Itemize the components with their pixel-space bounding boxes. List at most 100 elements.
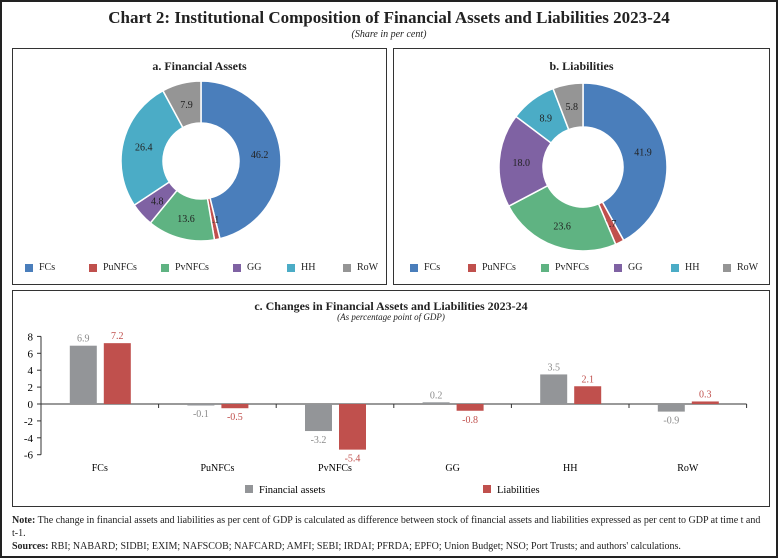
legend-item-row: RoW — [343, 262, 378, 273]
slice-label: 5.8 — [566, 102, 579, 113]
note-text: The change in financial assets and liabi… — [12, 515, 761, 539]
bar-value-label: -5.4 — [345, 454, 361, 465]
bar-value-label: -0.1 — [193, 409, 209, 420]
bar-value-label: 0.2 — [430, 390, 443, 401]
legend-label: GG — [247, 262, 262, 273]
slice-hh — [120, 89, 184, 207]
legend-item-row: RoW — [723, 262, 758, 273]
legend-swatch — [671, 263, 679, 272]
bar-liabilities-hh — [574, 386, 602, 404]
legend-label: PvNFCs — [175, 262, 209, 273]
footnote: Note: The change in financial assets and… — [12, 514, 768, 553]
bar-liabilities-gg — [456, 404, 484, 411]
bar-financial-assets-row — [657, 404, 685, 412]
panel-changes: c. Changes in Financial Assets and Liabi… — [12, 290, 770, 507]
legend-item-pvnfcs: PvNFCs — [541, 262, 589, 273]
slice-pvnfcs — [507, 184, 617, 252]
legend-label-financial-assets: Financial assets — [259, 485, 325, 496]
bar-liabilities-punfcs — [221, 404, 249, 409]
y-tick-label: 6 — [28, 348, 34, 360]
slice-row — [552, 82, 584, 131]
slice-label: 18.0 — [512, 158, 530, 169]
slice-label: 8.9 — [539, 113, 552, 124]
slice-label: 23.6 — [553, 221, 571, 232]
slice-label: 26.4 — [135, 143, 153, 154]
y-tick-label: -4 — [24, 433, 34, 445]
legend-label: FCs — [39, 262, 56, 273]
legend-liabilities: FCs PuNFCs PvNFCs GG HH RoW — [394, 262, 769, 276]
y-tick-label: 2 — [28, 382, 34, 394]
legend-label: PvNFCs — [555, 262, 589, 273]
legend-swatch — [89, 263, 97, 272]
bar-value-label: 6.9 — [77, 334, 90, 345]
x-tick-label: GG — [445, 463, 459, 474]
legend-label-liabilities: Liabilities — [497, 485, 540, 496]
sources-text: RBI; NABARD; SIDBI; EXIM; NAFSCOB; NAFCA… — [50, 541, 681, 552]
x-tick-label: PuNFCs — [200, 463, 234, 474]
x-tick-label: RoW — [677, 463, 699, 474]
legend-swatch — [483, 485, 491, 493]
legend-item-hh: HH — [287, 262, 315, 273]
donut-liabilities: 41.9 1.7 23.6 18.0 8.9 5.8 — [498, 82, 668, 252]
panel-c-subtitle: (As percentage point of GDP) — [337, 312, 445, 322]
legend-swatch — [245, 485, 253, 493]
legend-label: PuNFCs — [482, 262, 516, 273]
legend-item-punfcs: PuNFCs — [468, 262, 516, 273]
bar-financial-assets-punfcs — [187, 404, 215, 406]
y-tick-label: 8 — [28, 331, 34, 343]
slice-label: 13.6 — [177, 214, 195, 225]
chart-subtitle: (Share in per cent) — [351, 29, 427, 40]
slice-label: 41.9 — [634, 147, 652, 158]
donut-financial-assets: 46.2 1.1 13.6 4.8 26.4 7.9 — [120, 80, 282, 242]
y-tick-label: -6 — [24, 450, 34, 462]
legend-swatch — [287, 263, 295, 272]
bar-value-label: -0.9 — [663, 416, 679, 427]
bar-value-label: -0.5 — [227, 412, 243, 423]
bar-financial-assets-pvnfcs — [305, 404, 332, 432]
bar-liabilities-fcs — [103, 343, 131, 404]
legend-item-gg: GG — [614, 262, 642, 273]
panel-c-title: c. Changes in Financial Assets and Liabi… — [254, 299, 528, 313]
y-tick-label: 4 — [28, 365, 34, 377]
bar-financial-assets-gg — [422, 402, 450, 404]
legend-swatch — [541, 263, 549, 272]
legend-label: RoW — [357, 262, 379, 273]
legend-label: HH — [685, 262, 700, 273]
legend-item-pvnfcs: PvNFCs — [161, 262, 209, 273]
legend-swatch — [25, 263, 33, 272]
bar-value-label: 0.3 — [699, 389, 712, 400]
y-tick-label: 0 — [28, 399, 34, 411]
legend-swatch — [161, 263, 169, 272]
panel-b-title: b. Liabilities — [549, 59, 614, 73]
legend-label: RoW — [737, 262, 759, 273]
legend-label: PuNFCs — [103, 262, 137, 273]
bar-value-label: -0.8 — [462, 415, 478, 426]
legend-financial-assets: FCs PuNFCs PvNFCs GG HH RoW — [13, 262, 386, 276]
slice-fcs — [582, 82, 668, 242]
panel-a-title: a. Financial Assets — [152, 59, 247, 73]
legend-swatch — [614, 263, 622, 272]
x-tick-label: HH — [563, 463, 577, 474]
bar-value-label: 3.5 — [547, 362, 560, 373]
y-tick-label: -2 — [24, 416, 33, 428]
slice-label: 7.9 — [180, 100, 193, 111]
slice-label: 4.8 — [151, 197, 164, 208]
slice-label: 46.2 — [251, 150, 269, 161]
legend-item-fcs: FCs — [25, 262, 55, 273]
legend-swatch — [410, 263, 418, 272]
legend-label: FCs — [424, 262, 441, 273]
sources-label: Sources: — [12, 541, 49, 552]
bar-chart-changes: 8 6 4 2 0 -2 -4 -6 6.9 7.2 FCs -0.1 -0.5 PuNFCs -3.2 -5… — [24, 331, 748, 496]
legend-item-gg: GG — [233, 262, 261, 273]
slice-label: 1.7 — [604, 219, 617, 230]
legend-label: HH — [301, 262, 316, 273]
bar-value-label: 7.2 — [111, 331, 124, 342]
legend-swatch — [343, 263, 351, 272]
chart-title: Chart 2: Institutional Composition of Fi… — [108, 8, 670, 27]
bar-financial-assets-fcs — [69, 345, 97, 404]
panel-financial-assets: a. Financial Assets 46.2 1.1 13.6 4.8 26.4 7.… — [12, 48, 387, 285]
slice-label: 1.1 — [207, 215, 220, 226]
legend-item-fcs: FCs — [410, 262, 440, 273]
bar-liabilities-pvnfcs — [339, 404, 366, 450]
